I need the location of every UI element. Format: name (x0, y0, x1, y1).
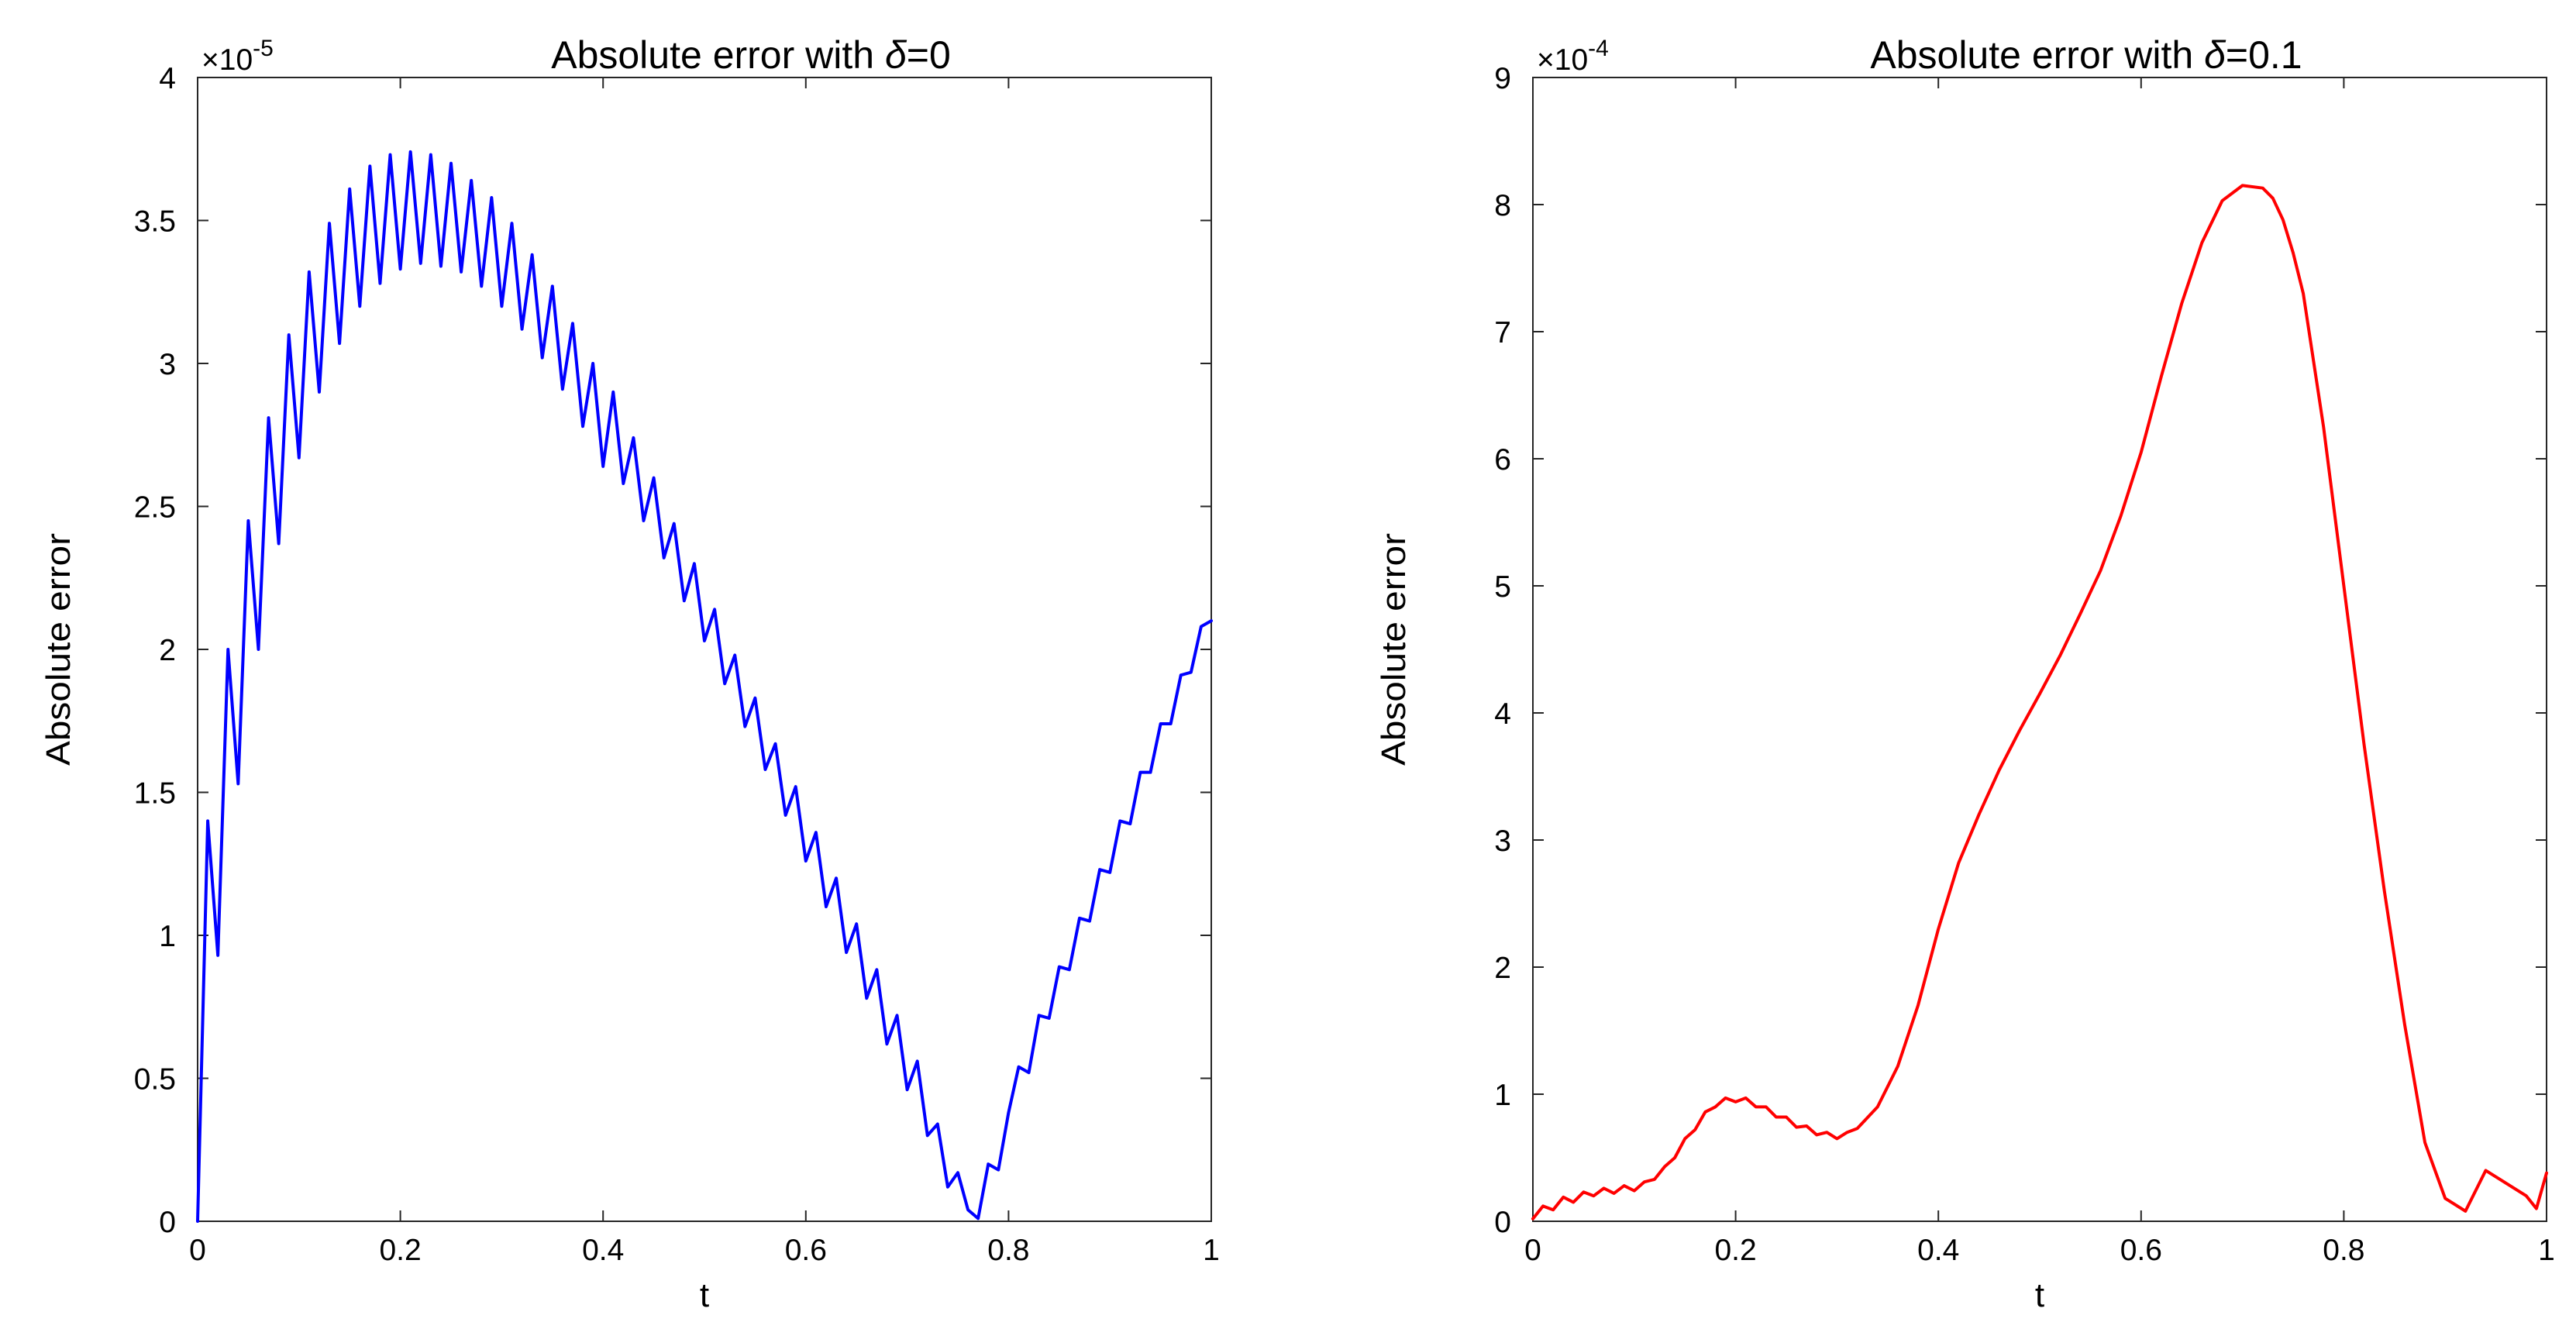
y-tick-label: 1 (1494, 1079, 1511, 1112)
x-tick-label: 0.2 (1714, 1234, 1756, 1267)
series-line-1 (196, 150, 1213, 1223)
x-axis-label: t (2035, 1276, 2044, 1314)
exponent-power: -5 (253, 36, 274, 61)
y-tick-label: 9 (1494, 62, 1511, 95)
y-tick-label: 6 (1494, 443, 1511, 477)
y-tick-label: 4 (159, 62, 176, 95)
chart-2: 0 0.2 0.4 0.6 0.8 1 0 1 2 3 4 5 6 7 8 9 t Absolute error ×… (1375, 33, 2555, 1314)
y-tick-label: 3.5 (134, 205, 176, 239)
plot-area-frame (1532, 77, 2547, 1222)
y-tick-label: 5 (1494, 570, 1511, 604)
x-tick-label: 1 (2538, 1234, 2555, 1267)
y-tick-label: 8 (1494, 189, 1511, 222)
x-tick-label: 1 (1203, 1234, 1220, 1267)
y-tick-label: 2.5 (134, 491, 176, 525)
x-tick-label: 0.6 (785, 1234, 827, 1267)
exponent-base: ×10 (201, 43, 253, 77)
exponent-base: ×10 (1537, 43, 1588, 77)
y-tick-label: 4 (1494, 697, 1511, 731)
series-line-1 (1531, 184, 2548, 1221)
x-tick-label: 0.8 (987, 1234, 1029, 1267)
y-tick-label: 0 (159, 1206, 176, 1239)
x-tick-label: 0.6 (2120, 1234, 2162, 1267)
y-tick-label: 3 (159, 348, 176, 381)
y-tick-label: 7 (1494, 316, 1511, 349)
plot-area-frame (197, 77, 1212, 1222)
x-tick-label: 0.2 (379, 1234, 421, 1267)
y-tick-label: 1.5 (134, 777, 176, 811)
chart-title-suffix: =0.1 (2226, 33, 2302, 77)
y-tick-label: 0 (1494, 1206, 1511, 1239)
exponent-label: ×10-5 (201, 36, 274, 77)
y-tick-label: 1 (159, 920, 176, 953)
chart-title-symbol: δ (885, 33, 907, 77)
x-tick-label: 0 (189, 1234, 206, 1267)
x-tick-label: 0.4 (582, 1234, 624, 1267)
y-tick-label: 3 (1494, 825, 1511, 858)
chart-title: Absolute error with δ=0.1 (1870, 33, 2302, 77)
chart-title-symbol: δ (2204, 33, 2226, 77)
y-axis-label: Absolute error (40, 533, 77, 766)
y-tick-label: 2 (1494, 952, 1511, 985)
y-axis-label: Absolute error (1375, 533, 1413, 766)
y-tick-label: 2 (159, 634, 176, 667)
chart-title-suffix: =0 (907, 33, 951, 77)
exponent-label: ×10-4 (1537, 36, 1609, 77)
x-axis-label: t (700, 1276, 709, 1314)
chart-1: 0 0.2 0.4 0.6 0.8 1 0 0.5 1 1.5 2 2.5 3 3.5 4 t Absolute… (40, 33, 1220, 1314)
chart-title-prefix: Absolute error with (551, 33, 885, 77)
x-tick-label: 0.4 (1917, 1234, 1959, 1267)
exponent-power: -4 (1588, 36, 1609, 61)
chart-title: Absolute error with δ=0 (551, 33, 951, 77)
x-tick-label: 0 (1524, 1234, 1541, 1267)
x-tick-label: 0.8 (2323, 1234, 2364, 1267)
y-tick-label: 0.5 (134, 1063, 176, 1097)
chart-title-prefix: Absolute error with (1870, 33, 2204, 77)
